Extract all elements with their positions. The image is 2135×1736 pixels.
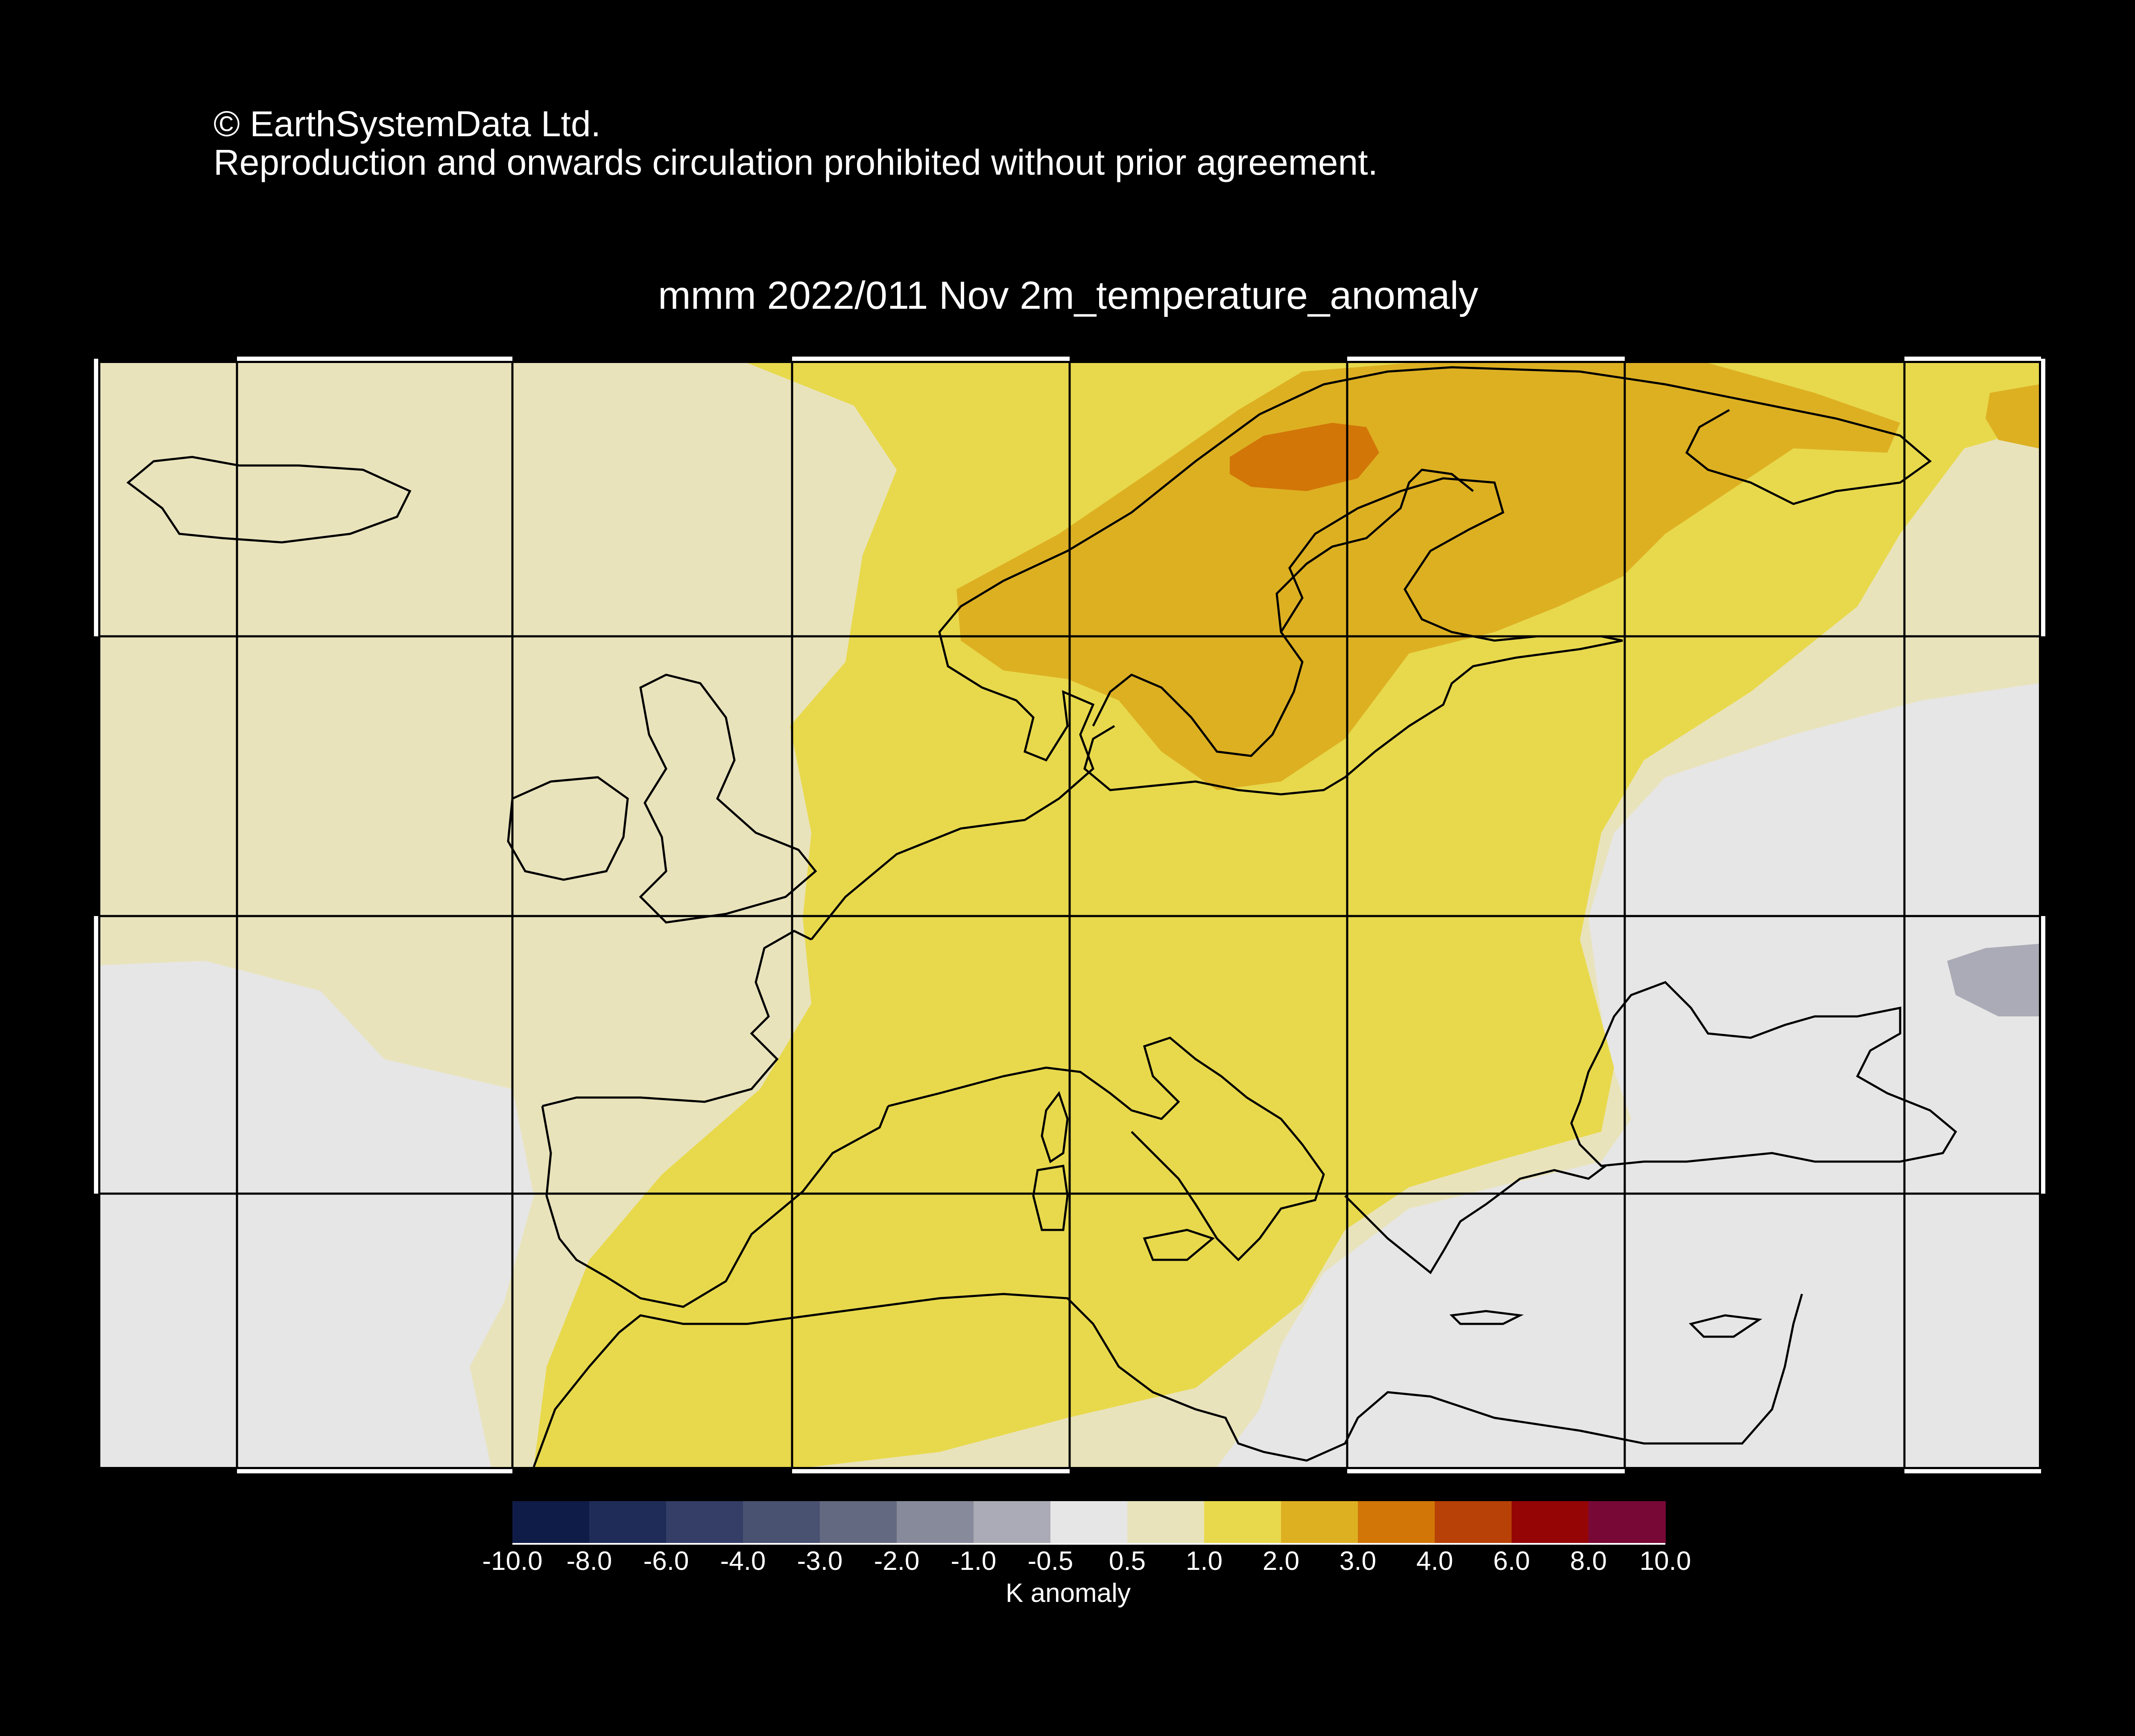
scandinavia-coast — [1092, 468, 1474, 757]
crete-coast — [1449, 1310, 1524, 1325]
copyright-line-2: Reproduction and onwards circulation pro… — [214, 142, 1378, 182]
cyprus-coast — [1689, 1314, 1762, 1338]
colorbar-swatch — [1281, 1501, 1358, 1544]
colorbar-tick-label: -10.0 — [482, 1546, 543, 1576]
colorbar-units: K anomaly — [1006, 1578, 1131, 1608]
colorbar-swatch — [974, 1501, 1051, 1544]
coastlines — [126, 366, 1957, 1467]
corsica-coast — [1041, 1091, 1069, 1163]
colorbar-swatch — [743, 1501, 820, 1544]
britain-coast — [639, 673, 817, 924]
colorbar-tick-label: 0.5 — [1108, 1546, 1146, 1576]
copyright-line-1: © EarthSystemData Ltd. — [214, 104, 601, 144]
colorbar-swatch — [512, 1501, 590, 1544]
colorbar-swatch — [1512, 1501, 1589, 1544]
colorbar-tick-label: -3.0 — [797, 1546, 843, 1576]
colorbar-tick-label: -6.0 — [643, 1546, 689, 1576]
colorbar-swatch — [589, 1501, 667, 1544]
mediterranean-north — [888, 1036, 1325, 1262]
colorbar-tick-label: 4.0 — [1416, 1546, 1454, 1576]
colorbar-tick-label: -2.0 — [874, 1546, 920, 1576]
colorbar-swatch — [1588, 1501, 1666, 1544]
colorbar-tick-label: 8.0 — [1570, 1546, 1607, 1576]
colorbar-swatch — [820, 1501, 897, 1544]
colorbar-tick-label: 10.0 — [1639, 1546, 1691, 1576]
colorbar-swatch — [1435, 1501, 1512, 1544]
colorbar — [512, 1501, 1666, 1545]
north-africa-coast — [532, 1293, 1803, 1467]
colorbar-tick-label: -4.0 — [720, 1546, 766, 1576]
iberia-south — [541, 1106, 889, 1308]
iceland-coast — [126, 456, 412, 544]
anomaly-neg-1.0 — [1947, 944, 2039, 1016]
colorbar-tick-label: 6.0 — [1493, 1546, 1530, 1576]
iberia-coast — [542, 930, 812, 1107]
colorbar-tick-label: -1.0 — [951, 1546, 997, 1576]
graticule — [100, 363, 2039, 1467]
copyright-notice: © EarthSystemData Ltd. Reproduction and … — [214, 105, 1378, 182]
colorbar-tick-label: 1.0 — [1185, 1546, 1223, 1576]
colorbar-tick-label: 2.0 — [1262, 1546, 1300, 1576]
colorbar-swatch — [1050, 1501, 1128, 1544]
balkans-coast — [1344, 1165, 1606, 1274]
black-sea-coast — [1570, 981, 1957, 1167]
colorbar-swatch — [1127, 1501, 1205, 1544]
map-frame — [94, 357, 2045, 1473]
anomaly-2.0-3.0-small — [1986, 384, 2039, 448]
colorbar-tick-label: 3.0 — [1339, 1546, 1377, 1576]
baltic-coast — [1083, 477, 1623, 796]
map-title: mmm 2022/011 Nov 2m_temperature_anomaly — [658, 274, 1478, 317]
colorbar-swatch — [897, 1501, 974, 1544]
colorbar-tick-label: -8.0 — [566, 1546, 612, 1576]
colorbar-tick-label: -0.5 — [1027, 1546, 1073, 1576]
colorbar-swatch — [1358, 1501, 1435, 1544]
sardinia-coast — [1032, 1165, 1069, 1231]
colorbar-swatch — [1204, 1501, 1281, 1544]
anomaly-3.0-4.0 — [1230, 423, 1379, 491]
ireland-coast — [507, 776, 629, 881]
anomaly-2.0-3.0 — [956, 363, 1900, 790]
sicily-coast — [1143, 1229, 1215, 1261]
continent-coast — [810, 366, 1932, 940]
colorbar-swatch — [666, 1501, 743, 1544]
